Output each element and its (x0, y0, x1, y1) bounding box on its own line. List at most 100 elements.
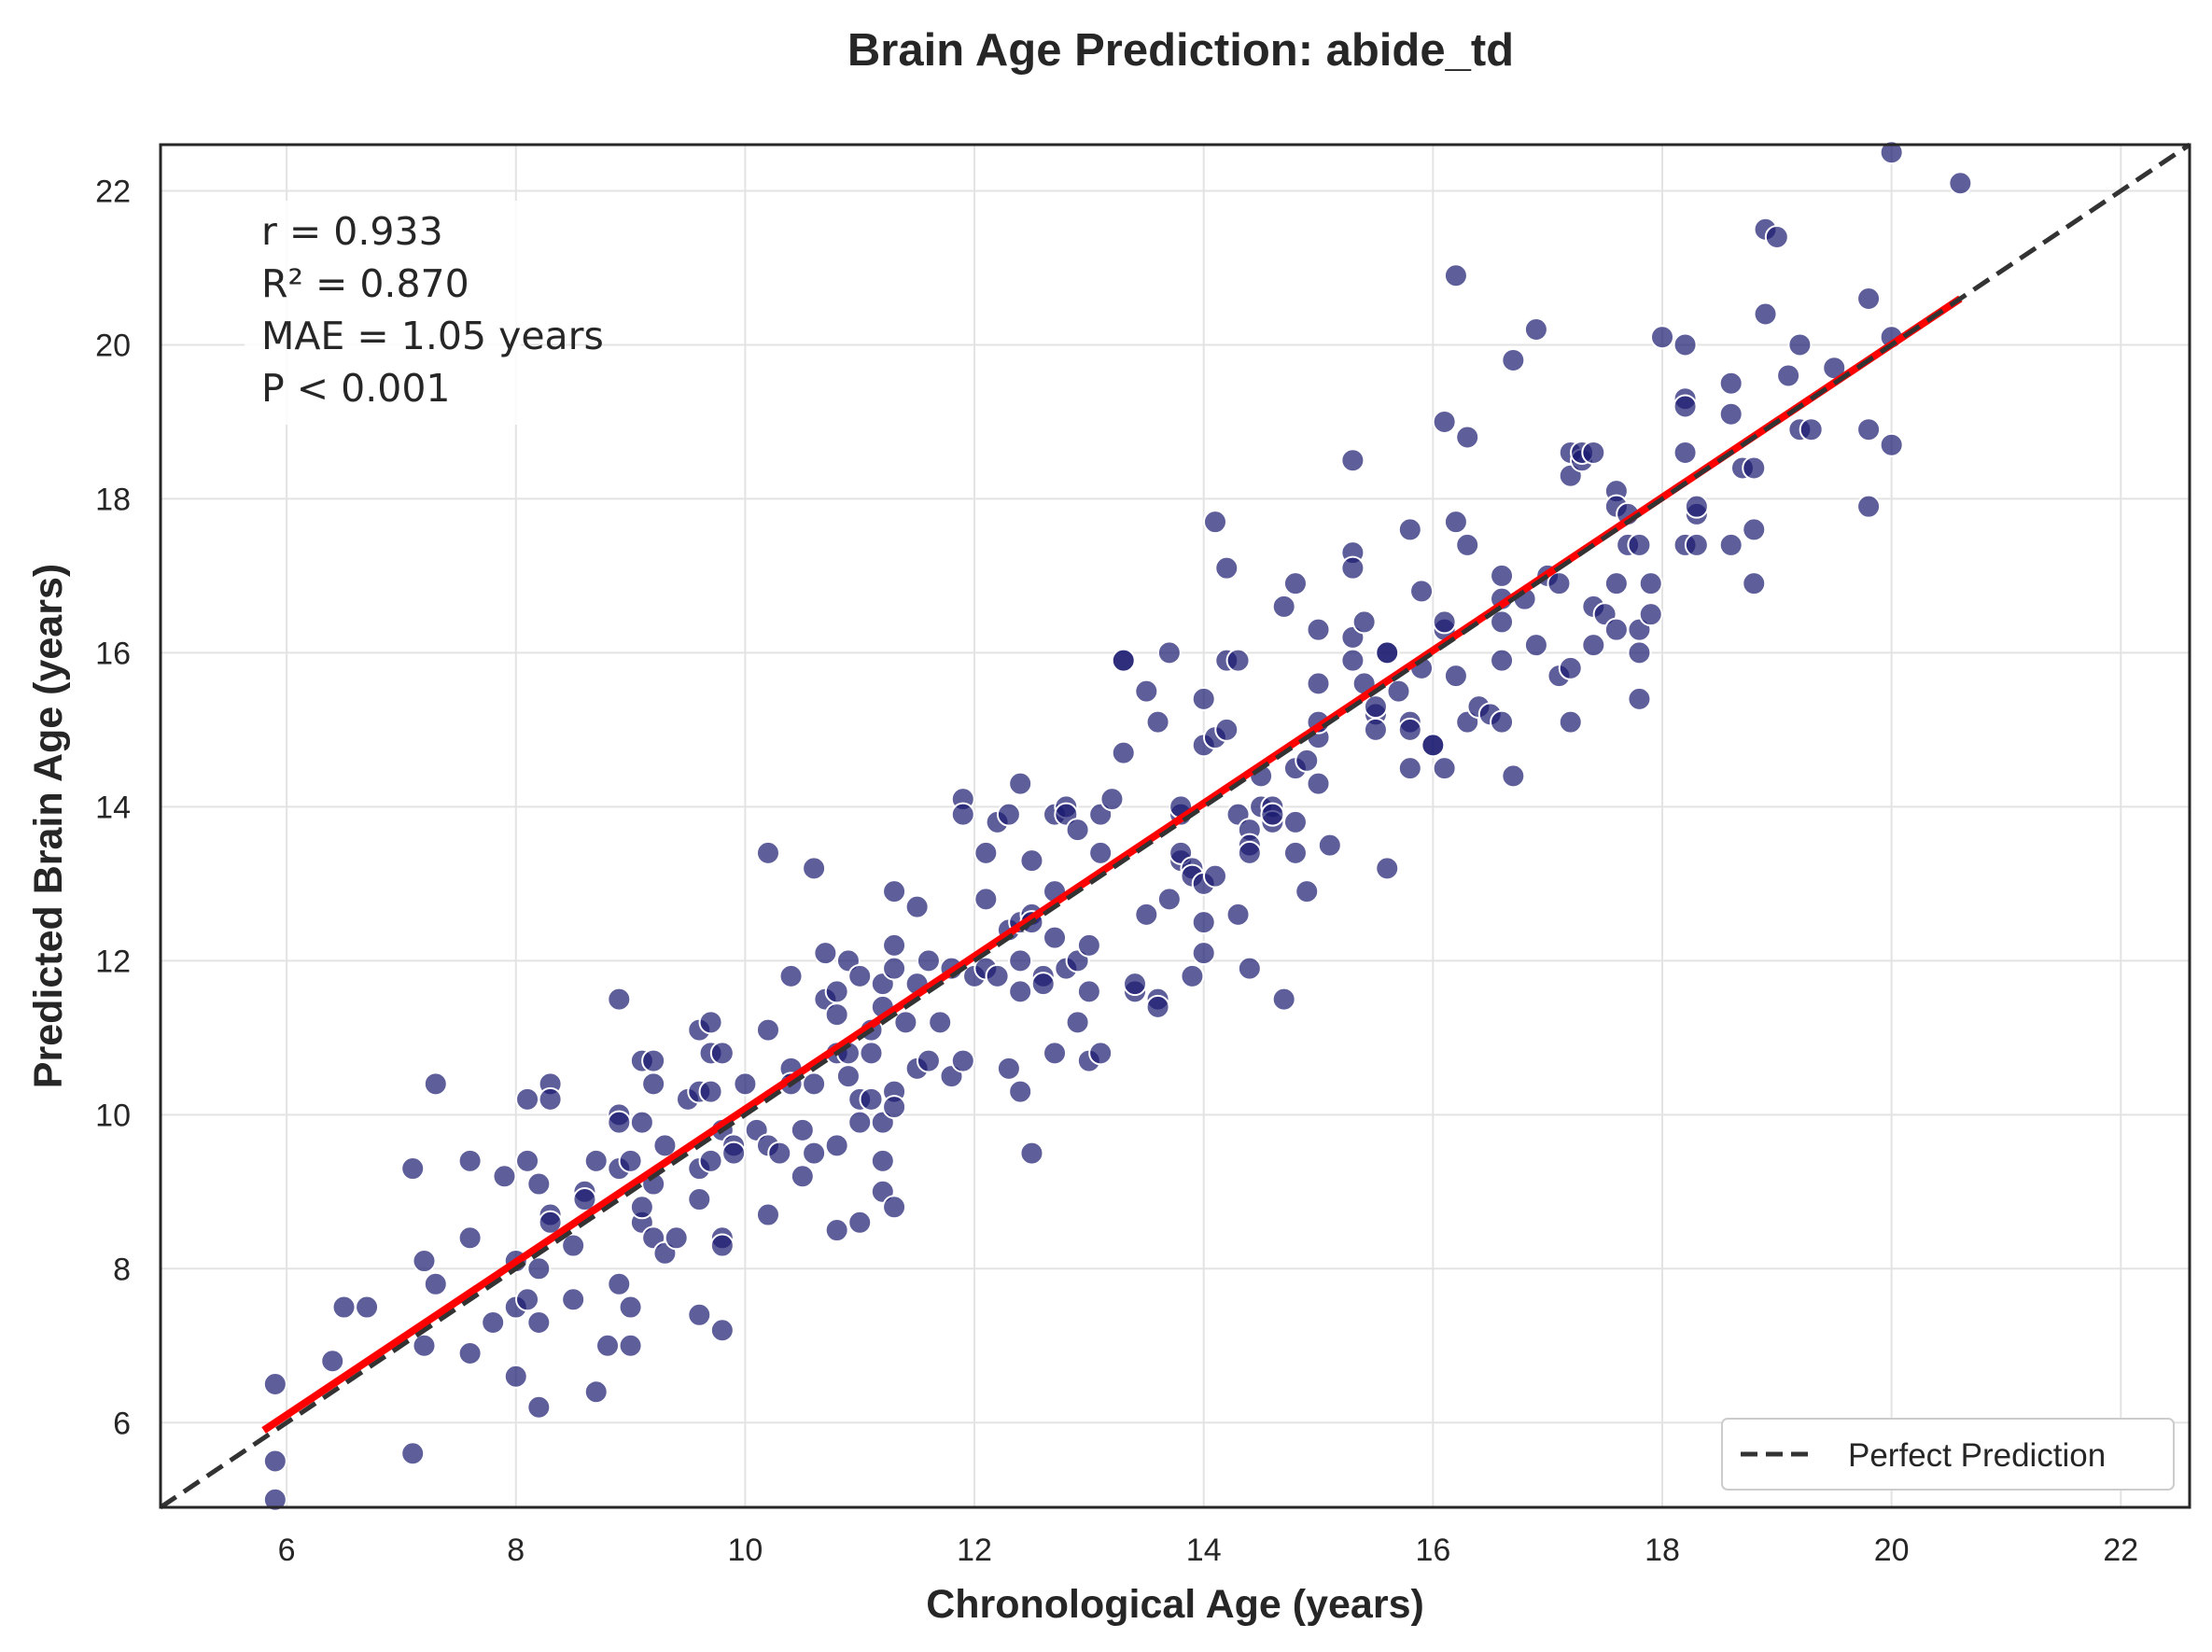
data-point (503, 1364, 528, 1389)
data-point (882, 879, 907, 904)
data-point (1409, 579, 1435, 604)
reference-lines (159, 142, 2191, 1510)
data-points (262, 140, 1973, 1512)
data-point (1306, 771, 1331, 796)
data-point (1351, 609, 1377, 635)
data-point (847, 963, 873, 988)
data-point (1008, 1079, 1033, 1104)
data-point (1443, 510, 1468, 535)
data-point (1225, 648, 1251, 673)
data-point (1879, 432, 1904, 457)
data-point (1202, 863, 1227, 889)
data-point (320, 1349, 345, 1374)
data-point (1008, 979, 1033, 1004)
x-tick-label: 22 (2103, 1533, 2138, 1568)
data-point (802, 1071, 827, 1097)
data-point (928, 1010, 953, 1035)
data-point (859, 1041, 884, 1066)
data-point (1191, 941, 1216, 966)
data-point (698, 1010, 723, 1035)
data-point (1638, 571, 1663, 596)
plot-frame (159, 143, 2191, 1509)
data-point (1742, 455, 1767, 481)
data-point (1295, 879, 1320, 904)
data-point (1523, 633, 1548, 658)
data-point (492, 1164, 517, 1189)
data-point (583, 1148, 609, 1173)
data-point (1065, 1010, 1090, 1035)
data-point (481, 1310, 506, 1336)
data-point (1718, 401, 1743, 427)
data-point (1019, 1141, 1044, 1166)
data-point (1856, 417, 1882, 442)
data-point (1455, 425, 1480, 450)
data-point (1397, 517, 1422, 542)
data-point (1271, 594, 1296, 619)
data-point (1558, 709, 1583, 735)
data-point (1271, 987, 1296, 1012)
data-point (331, 1295, 357, 1320)
data-point (1099, 787, 1125, 812)
data-point (1799, 417, 1824, 442)
data-point (767, 1141, 792, 1166)
data-point (824, 979, 849, 1004)
data-point (802, 856, 827, 881)
data-point (1581, 633, 1606, 658)
data-point (1547, 571, 1572, 596)
data-point (1340, 555, 1365, 581)
data-point (698, 1148, 723, 1173)
data-point (607, 1110, 632, 1135)
x-tick-label: 12 (957, 1533, 992, 1568)
data-point (1432, 409, 1457, 434)
data-point (1581, 440, 1606, 465)
data-point (1673, 440, 1698, 465)
x-axis-label: Chronological Age (years) (926, 1582, 1424, 1627)
data-point (355, 1295, 380, 1320)
data-point (1638, 602, 1663, 627)
data-point (1076, 979, 1101, 1004)
data-point (778, 963, 804, 988)
data-point (847, 1210, 873, 1235)
stats-r2: R² = 0.870 (261, 261, 469, 306)
data-point (1363, 717, 1388, 742)
data-point (1180, 963, 1205, 988)
data-point (1076, 932, 1101, 958)
x-tick-label: 6 (278, 1533, 296, 1568)
data-point (1787, 332, 1813, 357)
data-point (526, 1256, 552, 1281)
data-point (412, 1333, 437, 1358)
data-point (262, 1449, 287, 1474)
data-point (1363, 694, 1388, 720)
data-point (400, 1441, 426, 1466)
data-point (916, 948, 941, 973)
data-point (561, 1233, 586, 1258)
data-point (985, 963, 1010, 988)
data-point (423, 1271, 448, 1296)
data-point (859, 1086, 884, 1112)
x-tick-label: 18 (1645, 1533, 1680, 1568)
data-point (262, 1372, 287, 1397)
y-tick-label: 16 (95, 636, 131, 671)
y-tick-label: 20 (95, 328, 131, 363)
data-point (755, 1017, 780, 1043)
y-axis-ticks: 6 8 10 12 14 16 18 20 22 (95, 174, 131, 1441)
x-axis-ticks: 6 8 10 12 14 16 18 20 22 (278, 1533, 2139, 1568)
data-point (813, 941, 838, 966)
data-point (618, 1333, 643, 1358)
x-tick-label: 14 (1186, 1533, 1222, 1568)
data-point (515, 1148, 540, 1173)
data-point (629, 1110, 654, 1135)
data-point (1443, 664, 1468, 689)
data-point (1214, 717, 1239, 742)
data-point (618, 1295, 643, 1320)
data-point (1225, 902, 1251, 927)
data-point (950, 1048, 975, 1073)
data-point (1856, 494, 1882, 519)
data-point (641, 1048, 666, 1073)
data-point (790, 1164, 815, 1189)
stats-box: r = 0.933 R² = 0.870 MAE = 1.05 years P … (245, 201, 604, 425)
data-point (1627, 686, 1652, 711)
data-point (824, 1218, 849, 1243)
data-point (1375, 856, 1400, 881)
data-point (1008, 771, 1033, 796)
